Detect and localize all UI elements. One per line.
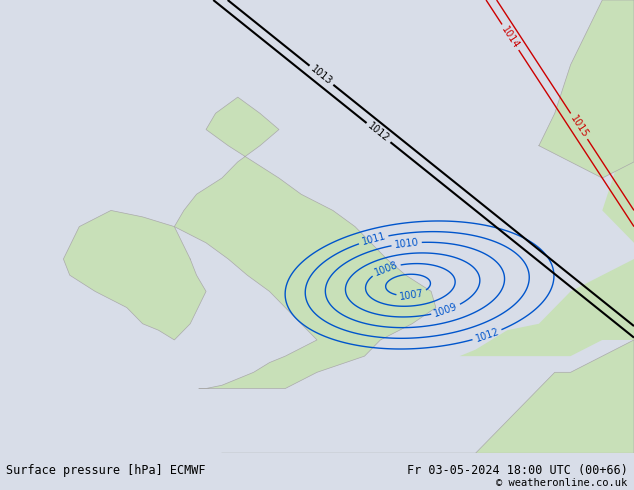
Text: Surface pressure [hPa] ECMWF: Surface pressure [hPa] ECMWF — [6, 464, 206, 477]
Polygon shape — [63, 210, 206, 340]
Text: 1015: 1015 — [568, 113, 590, 139]
Polygon shape — [602, 146, 634, 243]
Text: 1013: 1013 — [309, 64, 334, 87]
Polygon shape — [174, 97, 436, 389]
Polygon shape — [539, 0, 634, 178]
Text: 1014: 1014 — [500, 24, 521, 50]
Text: 1009: 1009 — [433, 301, 459, 319]
Text: © weatheronline.co.uk: © weatheronline.co.uk — [496, 478, 628, 488]
Text: 1010: 1010 — [394, 237, 419, 250]
Text: 1008: 1008 — [373, 260, 399, 278]
Text: Fr 03-05-2024 18:00 UTC (00+66): Fr 03-05-2024 18:00 UTC (00+66) — [407, 464, 628, 477]
Text: 1012: 1012 — [366, 121, 391, 144]
Text: 1011: 1011 — [360, 231, 387, 247]
Polygon shape — [460, 259, 634, 356]
Polygon shape — [571, 0, 634, 129]
Text: 1012: 1012 — [474, 326, 500, 344]
Polygon shape — [222, 340, 634, 453]
Text: 1007: 1007 — [399, 288, 425, 302]
